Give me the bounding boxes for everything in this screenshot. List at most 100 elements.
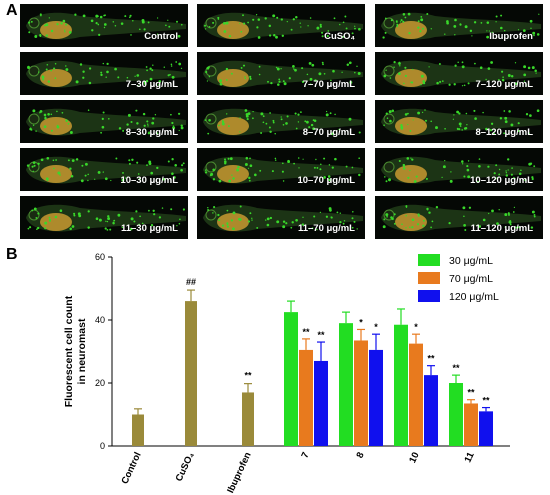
fluorescent-dot (50, 29, 54, 33)
fluorescent-dot (52, 159, 55, 162)
fluorescent-dot (84, 162, 88, 166)
fluorescent-dot (243, 22, 246, 25)
fluorescent-dot (462, 206, 466, 210)
fluorescent-dot (505, 170, 507, 172)
fluorescent-dot (54, 62, 57, 65)
fish-eye (205, 209, 217, 221)
fluorescent-dot (170, 113, 172, 116)
significance-marker: * (359, 317, 363, 327)
bar (132, 414, 144, 446)
fluorescent-dot (312, 127, 315, 131)
fluorescent-dot (420, 18, 424, 22)
fluorescent-dot (410, 157, 412, 159)
fluorescent-dot (346, 63, 350, 67)
fluorescent-dot (486, 30, 488, 32)
fluorescent-dot (151, 121, 155, 125)
fluorescent-dot (342, 21, 345, 24)
fluorescent-dot (330, 216, 333, 219)
fluorescent-dot (67, 122, 70, 125)
fluorescent-dot (117, 76, 120, 79)
fish-image: Ibuprofen (375, 4, 543, 47)
fluorescent-dot (420, 83, 422, 86)
fluorescent-dot (56, 124, 59, 127)
fluorescent-dot (105, 220, 107, 222)
fluorescent-dot (452, 118, 455, 120)
fluorescent-dot (274, 157, 277, 160)
fish-image: 8–70 μg/mL (197, 100, 365, 143)
fluorescent-dot (293, 68, 295, 70)
fluorescent-dot (331, 132, 335, 136)
fluorescent-dot (106, 62, 109, 66)
fluorescent-dot (158, 80, 162, 83)
fluorescent-dot (170, 63, 173, 66)
fluorescent-dot (341, 71, 343, 73)
fluorescent-dot (298, 167, 300, 169)
fluorescent-dot (393, 60, 396, 64)
fluorescent-dot (487, 165, 490, 168)
fluorescent-dot (227, 125, 230, 128)
fluorescent-dot (385, 180, 388, 183)
fluorescent-dot (431, 220, 434, 223)
fluorescent-dot (352, 211, 354, 213)
fluorescent-dot (518, 226, 521, 229)
fluorescent-dot (327, 30, 330, 32)
fluorescent-dot (129, 16, 131, 19)
fluorescent-dot (148, 209, 150, 212)
fluorescent-dot (172, 126, 176, 130)
fish-eye (205, 113, 217, 125)
fish-image-label: 8–30 μg/mL (125, 127, 178, 138)
fish-image: 8–30 μg/mL (20, 100, 188, 143)
fluorescent-dot (143, 28, 146, 31)
fluorescent-dot (308, 62, 312, 65)
fluorescent-dot (102, 62, 105, 65)
fluorescent-dot (444, 127, 446, 130)
fluorescent-dot (69, 227, 72, 231)
fluorescent-dot (391, 217, 394, 221)
fluorescent-dot (304, 120, 307, 123)
fluorescent-dot (386, 215, 388, 218)
fluorescent-dot (299, 111, 302, 114)
fluorescent-dot (69, 167, 72, 170)
fluorescent-dot (82, 14, 86, 18)
fluorescent-dot (225, 79, 228, 81)
fluorescent-dot (217, 213, 220, 217)
fluorescent-dot (32, 161, 36, 164)
fluorescent-dot (489, 129, 493, 132)
fluorescent-dot (47, 112, 50, 116)
fluorescent-dot (453, 114, 455, 116)
fluorescent-dot (114, 67, 117, 71)
fluorescent-dot (144, 82, 147, 86)
fluorescent-dot (242, 14, 244, 17)
bar (242, 392, 254, 446)
fluorescent-dot (276, 220, 280, 224)
fluorescent-dot (357, 72, 361, 75)
fluorescent-dot (490, 122, 494, 125)
fluorescent-dot (138, 177, 141, 181)
fluorescent-dot (502, 79, 505, 82)
fluorescent-dot (101, 117, 104, 121)
fluorescent-dot (294, 68, 297, 72)
fluorescent-dot (46, 178, 49, 182)
fluorescent-dot (266, 217, 270, 221)
fluorescent-dot (87, 226, 90, 229)
fluorescent-dot (396, 21, 398, 24)
fluorescent-dot (518, 172, 522, 176)
fluorescent-dot (103, 14, 106, 17)
fluorescent-dot (35, 216, 38, 219)
fish-image: 10–120 μg/mL (375, 148, 543, 191)
fluorescent-dot (478, 225, 482, 228)
fluorescent-dot (98, 218, 102, 222)
bar (339, 323, 353, 446)
fluorescent-dot (407, 112, 409, 115)
fluorescent-dot (459, 23, 462, 26)
fluorescent-dot (118, 127, 122, 130)
fluorescent-dot (238, 218, 242, 221)
fish-yolk (217, 165, 249, 183)
fluorescent-dot (128, 162, 131, 165)
fluorescent-dot (463, 175, 466, 178)
fluorescent-dot (512, 177, 515, 180)
fluorescent-dot (67, 159, 70, 162)
fluorescent-dot (161, 207, 164, 209)
fluorescent-dot (34, 35, 38, 38)
bar (479, 411, 493, 446)
